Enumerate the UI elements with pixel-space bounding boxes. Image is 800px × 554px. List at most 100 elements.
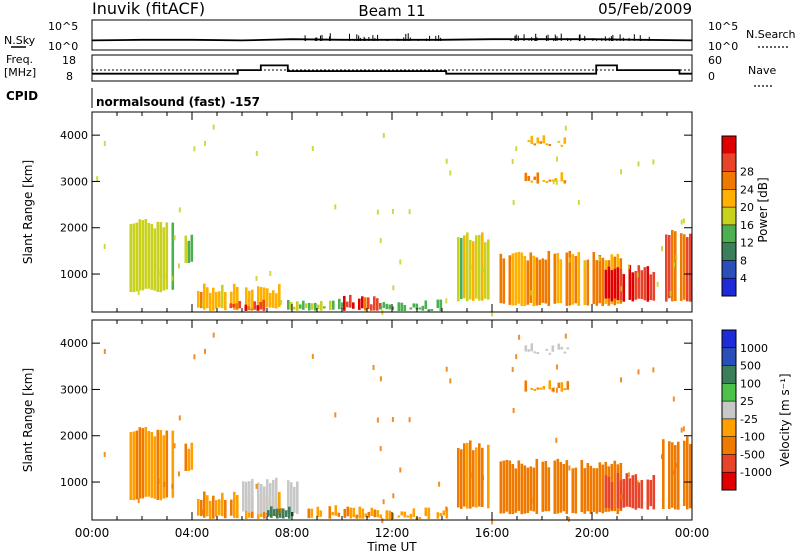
heatmap-speck: [552, 387, 555, 393]
nave-label: Nave: [748, 64, 776, 77]
heatmap-cell: [307, 508, 311, 519]
heatmap-speck: [555, 387, 558, 393]
x-tick-label: 00:00: [675, 526, 710, 540]
heatmap-cell: [560, 172, 564, 182]
heatmap-cell: [302, 300, 305, 310]
heatmap-speck: [530, 290, 533, 296]
heatmap-cell: [275, 293, 278, 309]
heatmap-speck: [96, 176, 99, 182]
heatmap-cell: [619, 268, 623, 300]
heatmap-cell: [560, 382, 564, 392]
heatmap-speck: [675, 462, 678, 468]
heatmap-cell: [165, 430, 169, 498]
heatmap-cell: [319, 510, 323, 517]
heatmap-speck: [636, 272, 639, 278]
velocity-y-axis-label: Slant Range [km]: [21, 368, 35, 472]
heatmap-cell: [260, 484, 263, 514]
heatmap-cell: [563, 388, 567, 391]
colorbar-label: 28: [740, 166, 754, 179]
heatmap-cell: [270, 506, 273, 518]
heatmap-speck: [372, 365, 375, 370]
heatmap-cell: [610, 270, 614, 302]
heatmap-speck: [171, 275, 174, 281]
heatmap-cell: [689, 444, 692, 509]
heatmap-cell: [559, 259, 563, 304]
heatmap-cell: [665, 234, 668, 302]
heatmap-cell: [505, 459, 509, 512]
nsky-series-line: [91, 38, 693, 42]
heatmap-cell: [190, 442, 194, 470]
heatmap-cell: [557, 140, 561, 143]
heatmap-cell: [293, 486, 296, 513]
heatmap-cell: [257, 482, 260, 515]
heatmap-speck: [556, 156, 558, 162]
heatmap-speck: [157, 478, 160, 484]
heatmap-speck: [567, 516, 570, 522]
colorbar-swatch: [722, 401, 736, 419]
heatmap-cell: [526, 467, 530, 513]
heatmap-cell: [248, 481, 251, 513]
heatmap-cell: [215, 500, 218, 517]
heatmap-speck: [379, 238, 382, 244]
colorbar-swatch: [722, 136, 736, 154]
heatmap-speck: [201, 509, 204, 515]
heatmap-speck: [682, 218, 685, 224]
heatmap-cell: [427, 507, 431, 519]
power-colorbar-label: Power [dB]: [756, 177, 770, 242]
heatmap-cell: [349, 294, 352, 308]
heatmap-cell: [649, 480, 653, 507]
heatmap-cell: [251, 478, 254, 512]
heatmap-cell: [674, 445, 677, 510]
colorbar-frame: [721, 329, 737, 491]
heatmap-cell: [262, 299, 266, 311]
heatmap-cell: [361, 296, 364, 309]
heatmap-cell: [610, 482, 614, 510]
heatmap-cell: [545, 143, 549, 146]
heatmap-speck: [469, 264, 472, 270]
heatmap-cell: [276, 508, 279, 519]
colorbar-swatch: [722, 189, 736, 208]
heatmap-speck: [255, 483, 258, 489]
heatmap-speck: [482, 475, 484, 481]
heatmap-speck: [408, 417, 411, 423]
heatmap-cell: [527, 175, 531, 181]
heatmap-cell: [622, 479, 626, 508]
heatmap-cell: [520, 252, 524, 307]
heatmap-cell: [640, 480, 644, 509]
heatmap-cell: [514, 252, 518, 306]
heatmap-cell: [677, 441, 680, 510]
heatmap-speck: [311, 354, 314, 359]
heatmap-cell: [542, 135, 546, 144]
heatmap-cell: [421, 305, 425, 311]
heatmap-cell: [308, 303, 311, 311]
heatmap-cell: [260, 287, 263, 309]
heatmap-speck: [173, 443, 176, 449]
heatmap-cell: [135, 430, 139, 500]
heatmap-cell: [548, 352, 552, 355]
heatmap-cell: [478, 443, 481, 507]
heatmap-cell: [263, 287, 266, 311]
heatmap-cell: [574, 256, 578, 304]
heatmap-cell: [187, 448, 191, 471]
heatmap-speck: [193, 146, 196, 152]
heatmap-cell: [248, 290, 251, 310]
heatmap-speck: [598, 256, 601, 262]
heatmap-cell: [288, 506, 291, 519]
heatmap-cell: [598, 462, 602, 513]
heatmap-speck: [391, 417, 394, 422]
nsky-frame: [91, 19, 693, 51]
heatmap-cell: [631, 475, 635, 509]
heatmap-speck: [280, 507, 283, 513]
heatmap-cell: [536, 387, 540, 390]
heatmap-cell: [379, 514, 383, 519]
heatmap-cell: [640, 270, 644, 300]
heatmap-cell: [209, 292, 212, 312]
cpid-panel: CPID normalsound (fast) -157: [6, 88, 260, 109]
colorbar-swatch: [722, 436, 736, 455]
colorbar-label: -1000: [740, 466, 772, 479]
heatmap-cell: [269, 293, 272, 308]
heatmap-speck: [620, 494, 623, 500]
beam-title: Beam 11: [358, 2, 425, 20]
heatmap-cell: [566, 347, 570, 350]
heatmap-cell: [554, 178, 558, 182]
